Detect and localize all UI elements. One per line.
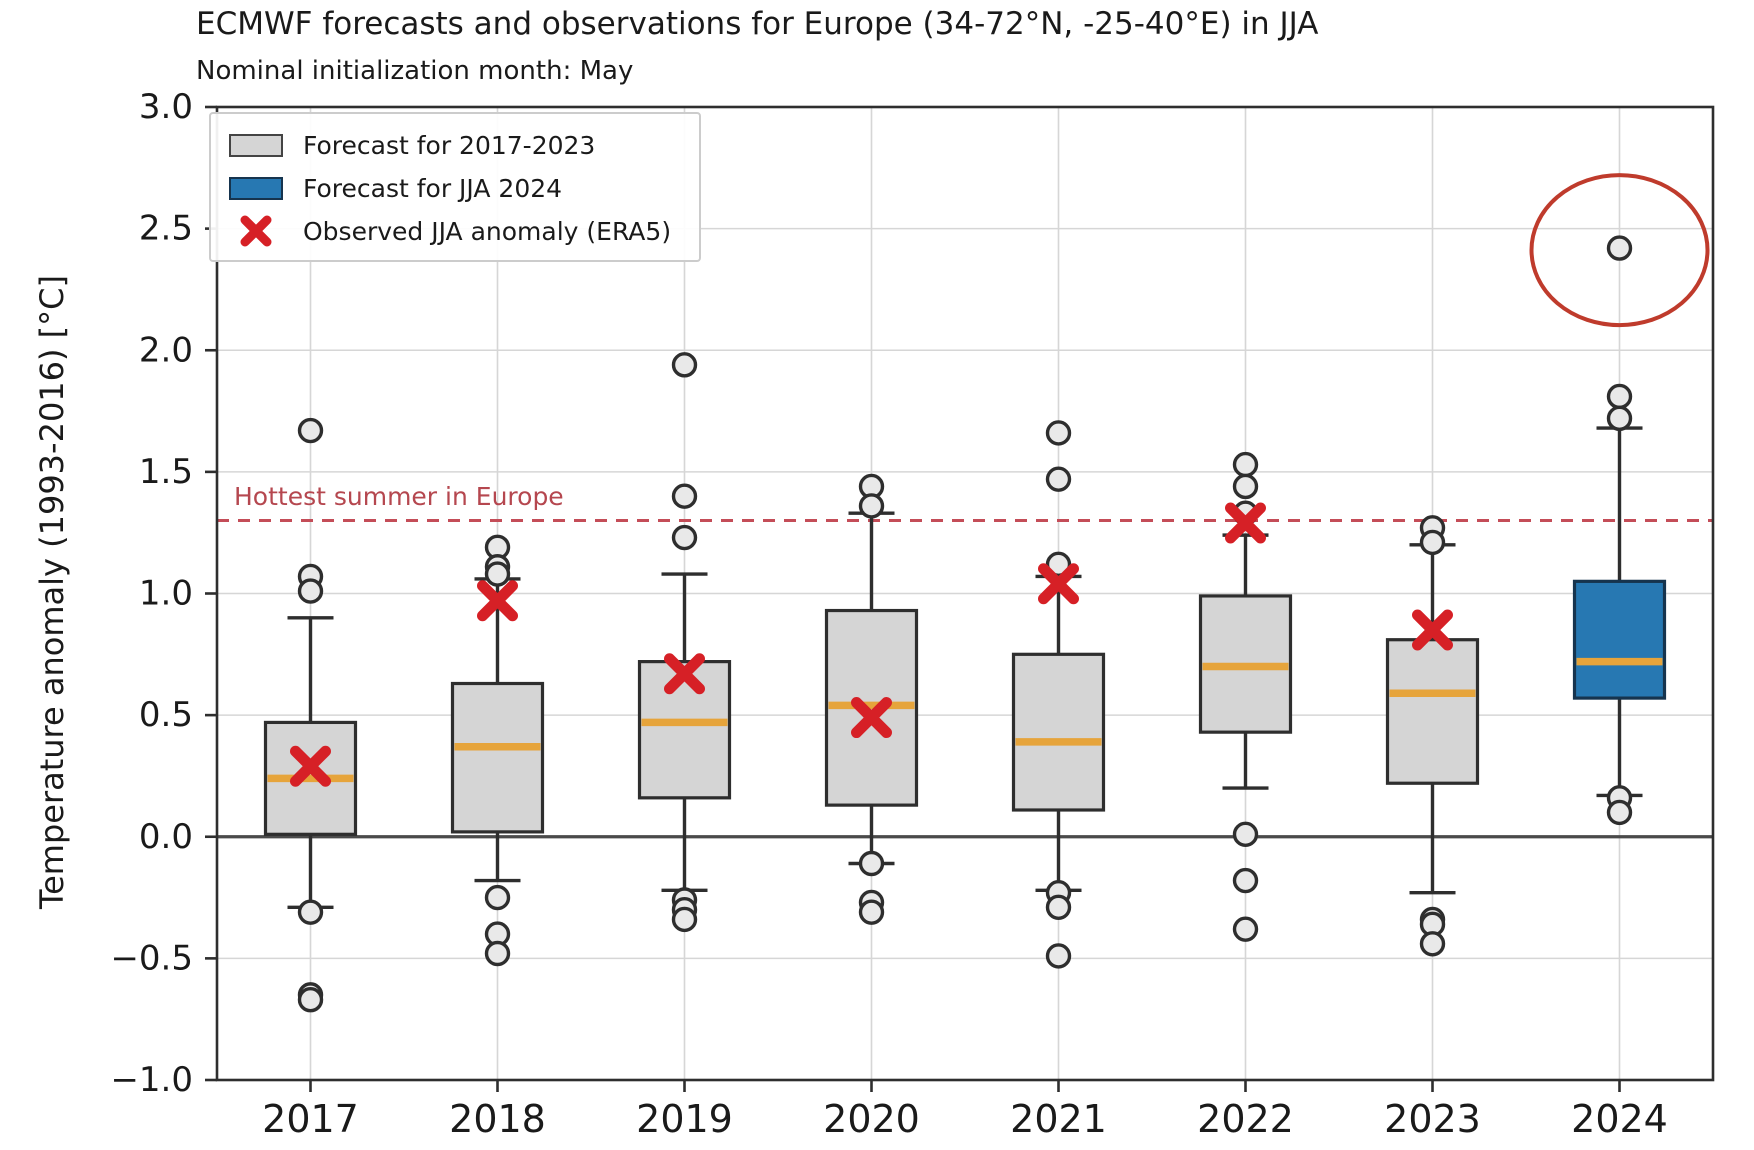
outlier-2021 <box>1045 894 1072 920</box>
box-2023 <box>1385 638 1480 785</box>
blue-box-swatch-icon <box>227 176 285 200</box>
observed-x-2021 <box>1038 563 1079 605</box>
outlier-2021 <box>1045 466 1072 492</box>
box-2024 <box>1572 579 1667 700</box>
y-tick-label: 2.5 <box>139 209 193 249</box>
y-tick-label: 3.0 <box>139 87 193 127</box>
outlier-2022 <box>1232 821 1259 848</box>
observed-x-2022 <box>1225 502 1266 544</box>
x-tick-label: 2021 <box>1010 1097 1107 1141</box>
y-tick-label: 1.0 <box>139 574 193 614</box>
outlier-2024 <box>1606 405 1633 432</box>
outlier-2018 <box>484 940 511 967</box>
outlier-2019 <box>671 352 698 378</box>
gray-box-swatch-icon <box>227 133 285 157</box>
outlier-2021 <box>1045 551 1072 578</box>
outlier-2022 <box>1232 451 1259 478</box>
outlier-2020 <box>858 493 885 519</box>
outlier-2024 <box>1606 235 1633 261</box>
chart-subtitle: Nominal initialization month: May <box>196 56 634 86</box>
outlier-2023 <box>1419 529 1446 556</box>
chart-title: ECMWF forecasts and observations for Eur… <box>196 6 1319 42</box>
outlier-2017 <box>297 578 324 604</box>
y-tick-label: −0.5 <box>110 938 193 978</box>
legend-label: Observed JJA anomaly (ERA5) <box>303 216 672 246</box>
outlier-2017 <box>297 899 324 925</box>
legend-item-observed: Observed JJA anomaly (ERA5) <box>227 212 689 250</box>
legend-item-forecast-2024: Forecast for JJA 2024 <box>227 169 689 207</box>
legend-label: Forecast for 2017-2023 <box>303 130 596 160</box>
y-tick-label: 0.5 <box>139 695 193 735</box>
outlier-2022 <box>1232 473 1259 500</box>
observed-x-2018 <box>477 580 518 622</box>
y-tick-label: 0.0 <box>139 817 193 857</box>
observed-x-2020 <box>851 697 892 739</box>
outlier-2021 <box>1045 943 1072 969</box>
y-tick-label: −1.0 <box>110 1060 193 1100</box>
outlier-2019 <box>671 524 698 551</box>
y-tick-label: 2.0 <box>139 330 193 370</box>
outlier-2017 <box>297 417 324 444</box>
y-tick-label: 1.5 <box>139 452 193 492</box>
annotation-ellipse <box>1529 173 1710 328</box>
hottest-summer-label: Hottest summer in Europe <box>234 482 564 511</box>
outlier-2020 <box>858 850 885 877</box>
observed-x-2017 <box>290 745 331 787</box>
x-tick-label: 2017 <box>262 1097 359 1141</box>
legend-item-forecast-past: Forecast for 2017-2023 <box>227 126 689 164</box>
outlier-2024 <box>1606 799 1633 826</box>
box-2019 <box>637 660 732 800</box>
outlier-2018 <box>484 561 511 587</box>
x-tick-label: 2018 <box>449 1097 546 1141</box>
red-x-marker-icon <box>227 214 285 248</box>
legend: Forecast for 2017-2023 Forecast for JJA … <box>209 112 701 262</box>
outlier-2019 <box>671 906 698 933</box>
outlier-2022 <box>1232 867 1259 894</box>
box-2021 <box>1011 652 1106 812</box>
y-axis-label: Temperature anomaly (1993-2016) [°C] <box>33 275 71 909</box>
outlier-2023 <box>1419 931 1446 957</box>
outlier-2020 <box>858 899 885 925</box>
outlier-2021 <box>1045 420 1072 446</box>
observed-x-2023 <box>1412 609 1453 651</box>
x-tick-label: 2020 <box>823 1097 920 1141</box>
outlier-2019 <box>671 483 698 509</box>
x-tick-label: 2022 <box>1197 1097 1294 1141</box>
x-tick-label: 2019 <box>636 1097 733 1141</box>
x-tick-label: 2024 <box>1571 1097 1668 1141</box>
outlier-2017 <box>297 987 324 1013</box>
box-2018 <box>450 681 545 834</box>
x-tick-label: 2023 <box>1384 1097 1481 1141</box>
outlier-2022 <box>1232 916 1259 942</box>
outlier-2024 <box>1606 383 1633 410</box>
outlier-2018 <box>484 884 511 911</box>
legend-label: Forecast for JJA 2024 <box>303 173 563 203</box>
observed-x-2019 <box>664 653 705 695</box>
